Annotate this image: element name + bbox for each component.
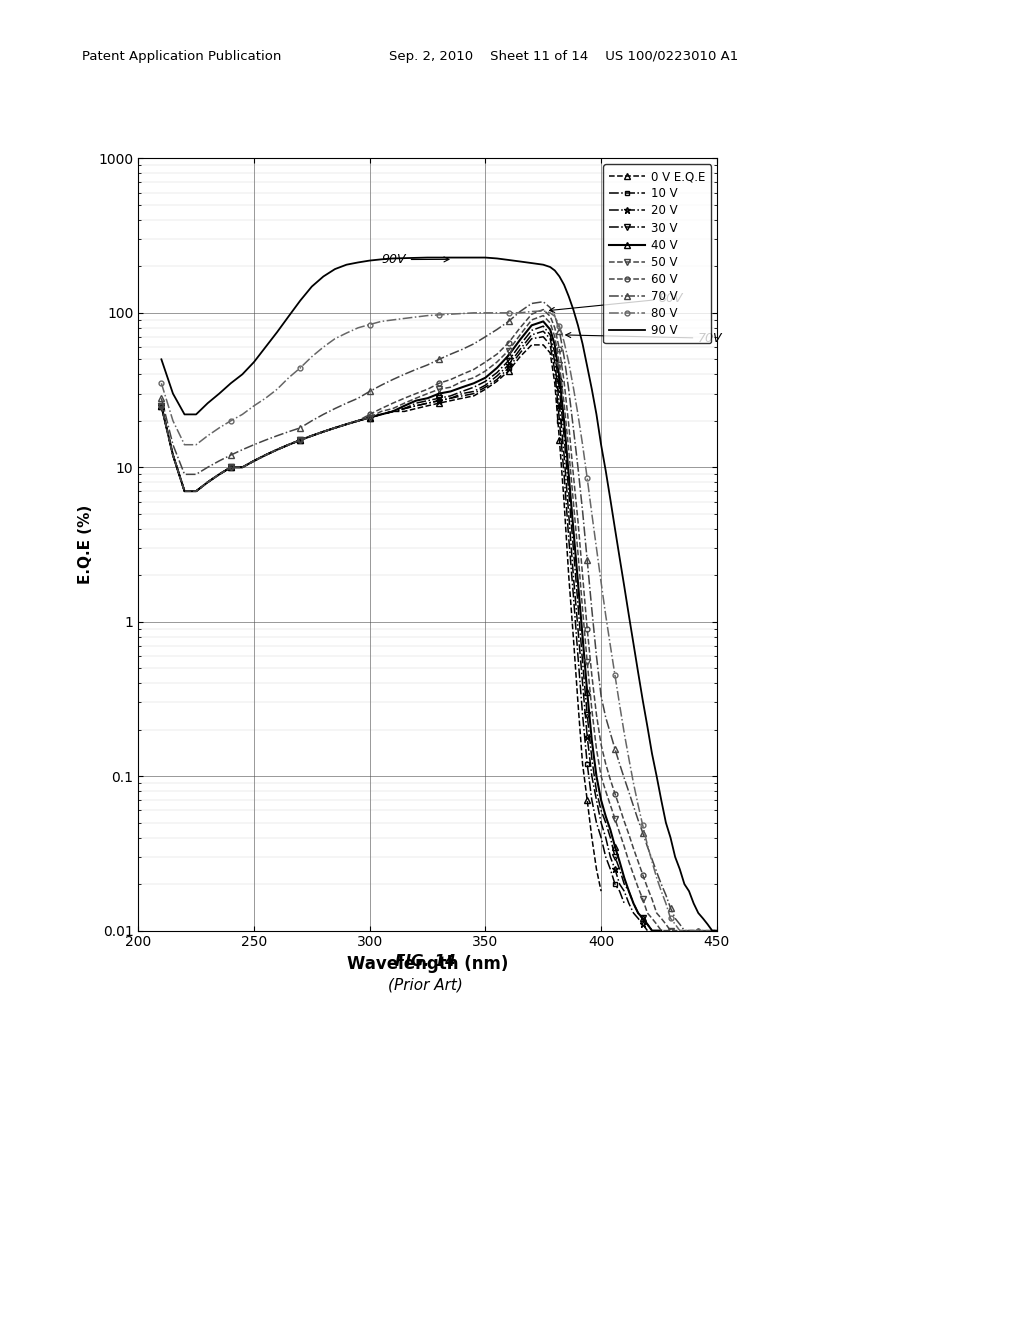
Y-axis label: E.Q.E (%): E.Q.E (%) [78, 504, 93, 585]
Legend: 0 V E.Q.E, 10 V, 20 V, 30 V, 40 V, 50 V, 60 V, 70 V, 80 V, 90 V: 0 V E.Q.E, 10 V, 20 V, 30 V, 40 V, 50 V,… [603, 164, 711, 343]
Text: (Prior Art): (Prior Art) [387, 978, 463, 993]
Text: Sep. 2, 2010    Sheet 11 of 14    US 100/0223010 A1: Sep. 2, 2010 Sheet 11 of 14 US 100/02230… [389, 50, 738, 63]
X-axis label: Wavelength (nm): Wavelength (nm) [347, 954, 508, 973]
Text: 70V: 70V [566, 331, 723, 345]
Text: 80V: 80V [550, 292, 683, 313]
Text: FIG. 14: FIG. 14 [394, 954, 456, 969]
Text: 90V: 90V [381, 253, 449, 267]
Text: Patent Application Publication: Patent Application Publication [82, 50, 282, 63]
